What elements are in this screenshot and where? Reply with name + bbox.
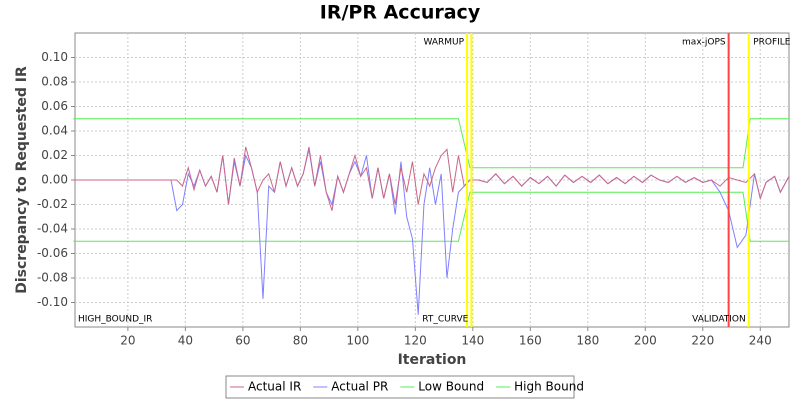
y-tick-label: -0.04 (37, 222, 68, 236)
y-tick-label: -0.06 (37, 246, 68, 260)
x-axis-title: Iteration (398, 352, 467, 368)
y-tick-label: 0.02 (41, 148, 68, 162)
marker-label: max-jOPS (682, 38, 726, 48)
y-tick-label: 0.08 (41, 75, 68, 89)
x-tick-label: 120 (404, 334, 427, 348)
x-tick-label: 40 (178, 334, 193, 348)
x-tick-label: 240 (749, 334, 772, 348)
legend-label: High Bound (514, 380, 584, 394)
legend-label: Actual PR (331, 380, 388, 394)
marker-label: PROFILE (753, 38, 791, 48)
x-tick-label: 60 (235, 334, 250, 348)
marker-label: HIGH_BOUND_IR (78, 315, 152, 325)
y-tick-label: -0.10 (37, 295, 68, 309)
x-tick-label: 200 (634, 334, 657, 348)
legend-label: Low Bound (418, 380, 484, 394)
y-tick-label: 0.04 (41, 124, 68, 138)
marker-label: RT_CURVE (422, 315, 468, 325)
x-tick-label: 160 (519, 334, 542, 348)
y-tick-label: 0.06 (41, 99, 68, 113)
x-tick-label: 80 (293, 334, 308, 348)
x-tick-label: 140 (461, 334, 484, 348)
y-tick-label: 0.00 (41, 173, 68, 187)
legend (225, 375, 575, 399)
series-line (73, 191, 789, 242)
series-line (73, 146, 790, 211)
x-tick-label: 180 (576, 334, 599, 348)
marker-label: WARMUP (423, 38, 464, 48)
y-tick-label: -0.08 (37, 271, 68, 285)
series-line (73, 118, 789, 169)
x-tick-label: 100 (346, 334, 369, 348)
y-axis-title: Discrepancy to Requested IR (14, 66, 30, 294)
legend-label: Actual IR (248, 380, 301, 394)
y-tick-label: -0.02 (37, 197, 68, 211)
x-tick-label: 20 (120, 334, 135, 348)
marker-label: VALIDATION (692, 315, 746, 325)
y-tick-label: 0.10 (41, 50, 68, 64)
x-tick-label: 220 (691, 334, 714, 348)
chart-title: IR/PR Accuracy (320, 2, 481, 24)
